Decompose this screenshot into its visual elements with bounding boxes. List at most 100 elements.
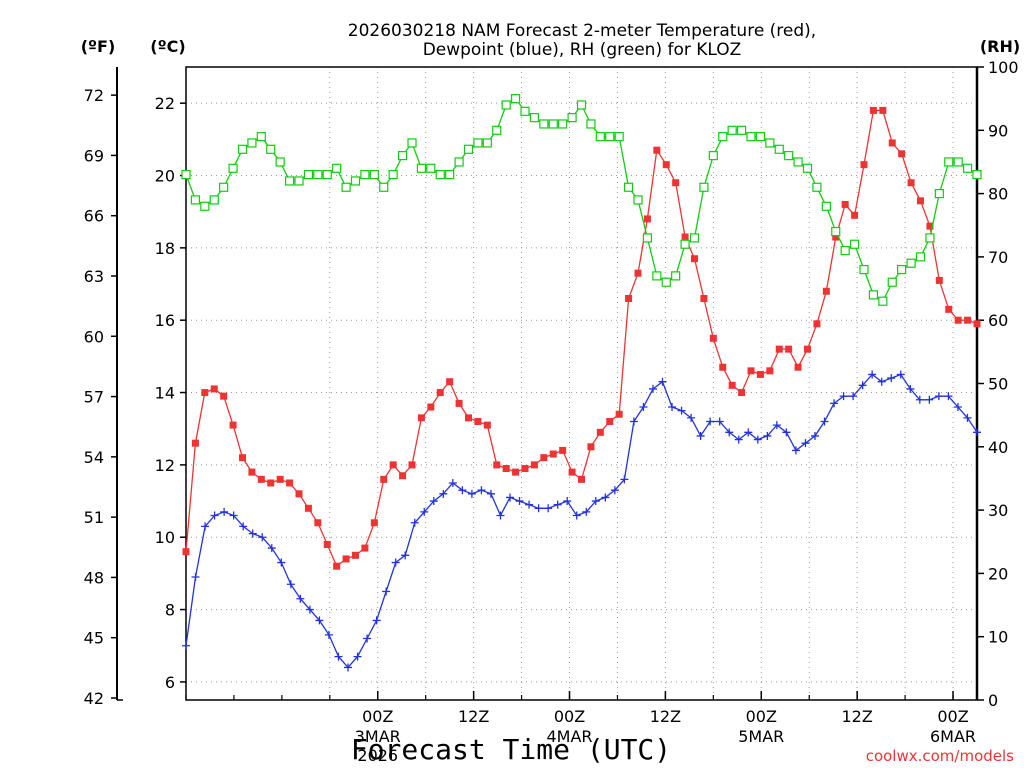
temperature-point (342, 555, 350, 563)
dewpoint-point (963, 413, 972, 422)
rh-point (925, 233, 935, 243)
rh-point (388, 170, 398, 180)
chart-title-line2: Dewpoint (blue), RH (green) for KLOZ (423, 40, 742, 60)
x-tick-year: 2026 (357, 746, 398, 765)
dewpoint-point (896, 370, 905, 379)
fahrenheit-tick-label: 60 (84, 327, 104, 346)
dewpoint-point (687, 413, 696, 422)
rh-tick-label: 70 (988, 248, 1008, 267)
rh-point (275, 157, 285, 167)
temperature-point (455, 399, 463, 407)
rh-point (680, 239, 690, 249)
temperature-point (474, 417, 482, 425)
rh-point (605, 132, 615, 142)
dewpoint-point (496, 511, 505, 520)
celsius-tick-label: 18 (155, 239, 175, 258)
rh-point (576, 100, 587, 110)
temperature-point (370, 519, 378, 527)
temperature-point (662, 161, 670, 169)
temperature-point (314, 519, 322, 527)
temperature-point (917, 197, 924, 205)
temperature-point (822, 287, 830, 295)
rh-point (492, 125, 502, 135)
temperature-point (615, 410, 623, 418)
celsius-tick-label: 8 (165, 601, 175, 620)
dewpoint-point (553, 500, 562, 509)
rh-tick-label: 50 (988, 375, 1008, 394)
dewpoint-point (868, 370, 877, 379)
dewpoint-point (877, 377, 886, 386)
rh-point (897, 264, 907, 275)
dewpoint-point (572, 511, 581, 520)
celsius-tick-label: 22 (155, 94, 175, 113)
dewpoint-point (725, 428, 734, 437)
temperature-point (361, 544, 369, 552)
x-tick-label: 12Z (841, 707, 872, 726)
dewpoint-point (601, 493, 610, 502)
temperature-point (286, 479, 294, 487)
dewpoint-point (248, 529, 257, 538)
temperature-point (267, 479, 275, 487)
dewpoint-point (744, 428, 753, 437)
temperature-point (907, 179, 915, 187)
temperature-point (935, 276, 943, 284)
rh-point (369, 170, 379, 180)
temperature-point (596, 428, 604, 436)
temperature-point (229, 421, 237, 429)
temperature-point (643, 215, 651, 223)
dewpoint-point (658, 377, 667, 386)
rh-point (567, 113, 577, 123)
rh-line (185, 97, 978, 303)
celsius-unit-label: (ºC) (150, 37, 185, 56)
temperature-point (691, 255, 698, 263)
dewpoint-point (668, 403, 677, 412)
temperature-point (417, 414, 425, 422)
dewpoint-point (820, 417, 829, 426)
rh-point (708, 151, 718, 161)
rh-point (520, 106, 530, 116)
rh-point (350, 176, 361, 186)
chart-title-line1: 2026030218 NAM Forecast 2-meter Temperat… (348, 21, 816, 41)
temperature-point (813, 320, 821, 328)
temperature-point (587, 443, 595, 451)
rh-point (473, 138, 483, 148)
temperature-point (257, 475, 265, 483)
rh-tick-label: 20 (988, 564, 1008, 583)
temperature-point (738, 389, 746, 397)
dewpoint-point (858, 381, 867, 390)
dewpoint-point (429, 497, 438, 506)
rh-point (416, 163, 427, 173)
fahrenheit-tick-label: 48 (84, 568, 104, 587)
rh-point (831, 226, 841, 237)
dewpoint-point (296, 594, 305, 603)
fahrenheit-tick-label: 69 (84, 146, 104, 165)
temperature-point (606, 417, 614, 425)
rh-point (953, 157, 963, 167)
dewpoint-point (715, 417, 724, 426)
temperature-point (973, 320, 981, 328)
dewpoint-point (182, 641, 190, 650)
x-tick-date: 4MAR (546, 727, 592, 746)
rh-point (878, 296, 888, 306)
x-tick-date: 5MAR (738, 727, 784, 746)
temperature-point (220, 392, 228, 400)
x-tick-date: 3MAR (355, 727, 401, 746)
temperature-point (276, 475, 284, 483)
rh-point (915, 252, 926, 262)
rh-point (539, 119, 549, 129)
grid (186, 67, 977, 700)
fahrenheit-tick-label: 45 (84, 629, 104, 648)
dewpoint-point (525, 500, 534, 509)
temperature-point (512, 468, 520, 476)
dewpoint-point (791, 446, 800, 455)
fahrenheit-tick-label: 51 (84, 508, 104, 527)
dewpoint-point (544, 504, 553, 513)
dewpoint-point (973, 428, 981, 437)
x-tick-label: 00Z (937, 707, 968, 726)
rh-point (633, 195, 643, 205)
dewpoint-point (382, 587, 391, 596)
temperature-point (672, 179, 680, 187)
temperature-point (766, 367, 774, 375)
rh-point (510, 94, 521, 104)
temperature-point (427, 403, 435, 411)
